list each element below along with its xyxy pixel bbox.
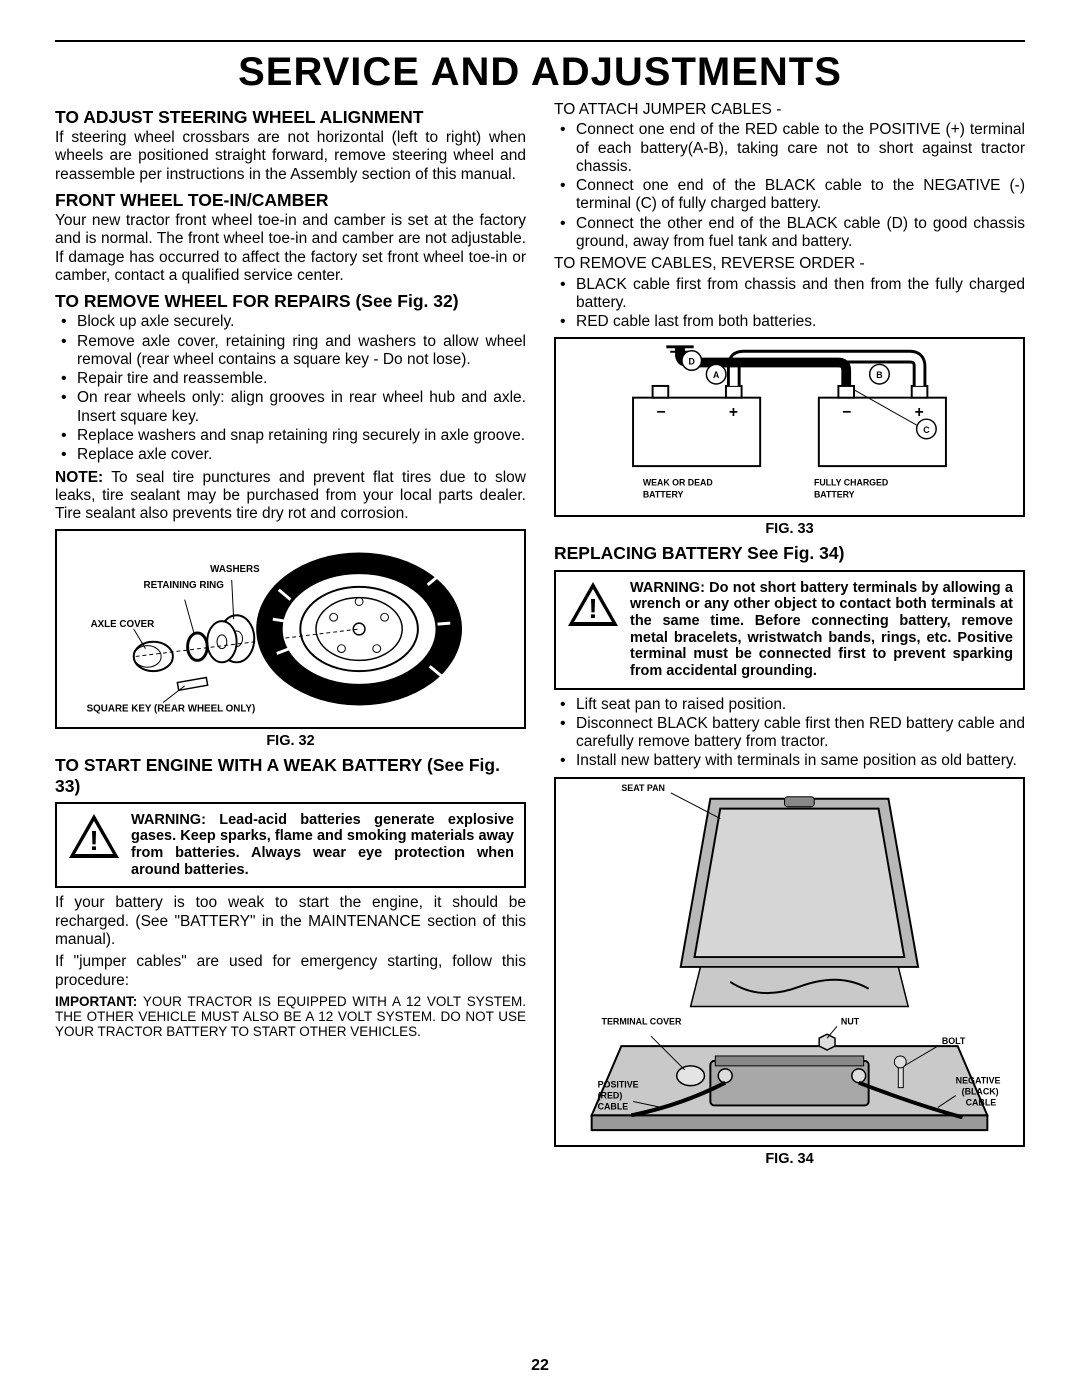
svg-text:!: ! xyxy=(588,593,597,624)
svg-text:WEAK OR DEAD: WEAK OR DEAD xyxy=(643,478,713,488)
para-steering: If steering wheel crossbars are not hori… xyxy=(55,129,526,184)
figure-34: SEAT PAN TERMINAL COVER NUT BOLT POSITIV… xyxy=(554,777,1025,1147)
important-lead: IMPORTANT: xyxy=(55,994,137,1009)
warning-text: WARNING: Do not short battery terminals … xyxy=(630,580,1013,680)
svg-text:A: A xyxy=(713,370,720,380)
list-item: Connect the other end of the BLACK cable… xyxy=(554,215,1025,252)
list-item: Connect one end of the BLACK cable to th… xyxy=(554,177,1025,214)
svg-text:NUT: NUT xyxy=(841,1016,860,1026)
list-item: Remove axle cover, retaining ring and wa… xyxy=(55,333,526,370)
svg-text:(RED): (RED) xyxy=(598,1090,623,1100)
page-title: SERVICE AND ADJUSTMENTS xyxy=(55,50,1025,95)
list-item: Replace washers and snap retaining ring … xyxy=(55,427,526,445)
right-column: TO ATTACH JUMPER CABLES - Connect one en… xyxy=(554,101,1025,1173)
list-item: Replace axle cover. xyxy=(55,446,526,464)
list-remove-wheel: Block up axle securely. Remove axle cove… xyxy=(55,313,526,464)
fig32-label-washers: WASHERS xyxy=(210,565,260,576)
note-wheel: NOTE: To seal tire punctures and prevent… xyxy=(55,469,526,524)
heading-replace-battery: REPLACING BATTERY See Fig. 34) xyxy=(554,543,1025,563)
fig33-caption: FIG. 33 xyxy=(554,521,1025,537)
para-recharge: If your battery is too weak to start the… xyxy=(55,894,526,949)
svg-text:SEAT PAN: SEAT PAN xyxy=(621,783,665,793)
para-toein: Your new tractor front wheel toe-in and … xyxy=(55,212,526,285)
list-remove-cables: BLACK cable first from chassis and then … xyxy=(554,276,1025,332)
subhead-remove-cables: TO REMOVE CABLES, REVERSE ORDER - xyxy=(554,255,1025,273)
svg-text:FULLY CHARGED: FULLY CHARGED xyxy=(814,478,888,488)
warning-icon: ! xyxy=(566,580,620,680)
svg-text:C: C xyxy=(923,425,930,435)
heading-steering: To Adjust Steering Wheel Alignment xyxy=(55,107,526,127)
svg-text:BOLT: BOLT xyxy=(942,1036,966,1046)
list-attach: Connect one end of the RED cable to the … xyxy=(554,121,1025,251)
list-item: RED cable last from both batteries. xyxy=(554,313,1025,331)
content-columns: To Adjust Steering Wheel Alignment If st… xyxy=(55,101,1025,1173)
note-lead: NOTE: xyxy=(55,469,103,486)
fig34-caption: FIG. 34 xyxy=(554,1151,1025,1167)
svg-text:D: D xyxy=(689,357,695,367)
page-number: 22 xyxy=(0,1357,1080,1375)
warning-icon: ! xyxy=(67,812,121,879)
figure-33: − + − + A B C xyxy=(554,337,1025,517)
svg-text:B: B xyxy=(876,370,882,380)
svg-text:BATTERY: BATTERY xyxy=(643,490,684,500)
svg-text:CABLE: CABLE xyxy=(598,1101,629,1111)
svg-text:−: − xyxy=(657,405,666,422)
important-12v: IMPORTANT: YOUR TRACTOR IS EQUIPPED WITH… xyxy=(55,994,526,1039)
list-replace-battery: Lift seat pan to raised position. Discon… xyxy=(554,696,1025,771)
svg-text:BATTERY: BATTERY xyxy=(814,490,855,500)
fig32-label-axlecover: AXLE COVER xyxy=(91,619,155,630)
fig32-label-sqkey: SQUARE KEY (REAR WHEEL ONLY) xyxy=(87,704,256,715)
svg-text:!: ! xyxy=(89,825,98,856)
svg-text:NEGATIVE: NEGATIVE xyxy=(956,1075,1001,1085)
top-rule xyxy=(55,40,1025,42)
list-item: Disconnect BLACK battery cable first the… xyxy=(554,715,1025,752)
svg-text:CABLE: CABLE xyxy=(966,1097,997,1107)
list-item: Block up axle securely. xyxy=(55,313,526,331)
warning-text: WARNING: Lead-acid batteries generate ex… xyxy=(131,812,514,879)
svg-text:+: + xyxy=(729,405,738,422)
list-item: Connect one end of the RED cable to the … xyxy=(554,121,1025,176)
heading-toein: FRONT WHEEL TOE-IN/CAMBER xyxy=(55,190,526,210)
left-column: To Adjust Steering Wheel Alignment If st… xyxy=(55,101,526,1173)
list-item: BLACK cable first from chassis and then … xyxy=(554,276,1025,313)
fig32-caption: FIG. 32 xyxy=(55,733,526,749)
list-item: Install new battery with terminals in sa… xyxy=(554,752,1025,770)
warning-box-lead-acid: ! WARNING: Lead-acid batteries generate … xyxy=(55,802,526,889)
figure-32: WASHERS RETAINING RING AXLE COVER SQUARE… xyxy=(55,529,526,729)
list-item: Lift seat pan to raised position. xyxy=(554,696,1025,714)
list-item: Repair tire and reassemble. xyxy=(55,370,526,388)
para-jumper-intro: If "jumper cables" are used for emergenc… xyxy=(55,953,526,990)
svg-text:+: + xyxy=(915,405,924,422)
fig32-label-retaining: RETAINING RING xyxy=(144,580,225,591)
heading-weak-battery: TO START ENGINE WITH A WEAK BATTERY (See… xyxy=(55,755,526,795)
heading-remove-wheel: TO REMOVE WHEEL FOR REPAIRS (See Fig. 32… xyxy=(55,291,526,311)
subhead-attach: TO ATTACH JUMPER CABLES - xyxy=(554,101,1025,119)
svg-text:POSITIVE: POSITIVE xyxy=(598,1079,639,1089)
warning-box-battery: ! WARNING: Do not short battery terminal… xyxy=(554,570,1025,690)
svg-text:TERMINAL COVER: TERMINAL COVER xyxy=(602,1016,682,1026)
svg-text:−: − xyxy=(842,405,851,422)
svg-text:(BLACK): (BLACK) xyxy=(962,1086,999,1096)
list-item: On rear wheels only: align grooves in re… xyxy=(55,389,526,426)
note-text: To seal tire punctures and prevent flat … xyxy=(55,469,526,523)
